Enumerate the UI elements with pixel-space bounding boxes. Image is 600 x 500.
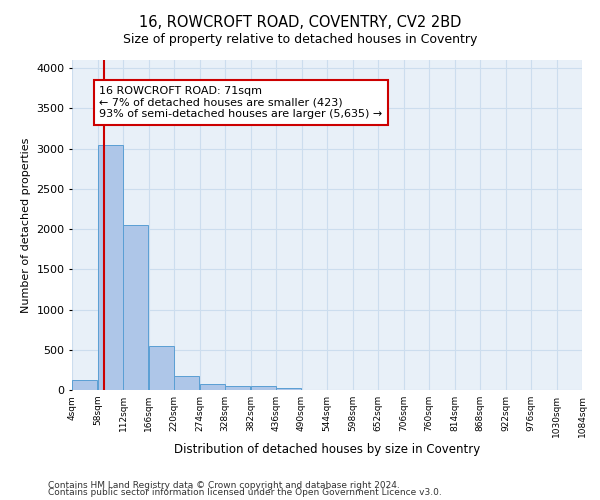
Bar	[225, 386, 250, 390]
Text: 16, ROWCROFT ROAD, COVENTRY, CV2 2BD: 16, ROWCROFT ROAD, COVENTRY, CV2 2BD	[139, 15, 461, 30]
Bar	[200, 384, 225, 390]
Y-axis label: Number of detached properties: Number of detached properties	[20, 138, 31, 312]
Bar	[149, 346, 174, 390]
Bar	[72, 380, 97, 390]
Bar	[276, 388, 301, 390]
Bar	[251, 386, 276, 390]
Bar	[174, 376, 199, 390]
X-axis label: Distribution of detached houses by size in Coventry: Distribution of detached houses by size …	[174, 442, 480, 456]
Text: 16 ROWCROFT ROAD: 71sqm
← 7% of detached houses are smaller (423)
93% of semi-de: 16 ROWCROFT ROAD: 71sqm ← 7% of detached…	[100, 86, 383, 119]
Text: Contains public sector information licensed under the Open Government Licence v3: Contains public sector information licen…	[48, 488, 442, 497]
Text: Contains HM Land Registry data © Crown copyright and database right 2024.: Contains HM Land Registry data © Crown c…	[48, 480, 400, 490]
Bar	[123, 225, 148, 390]
Text: Size of property relative to detached houses in Coventry: Size of property relative to detached ho…	[123, 32, 477, 46]
Bar	[98, 144, 123, 390]
